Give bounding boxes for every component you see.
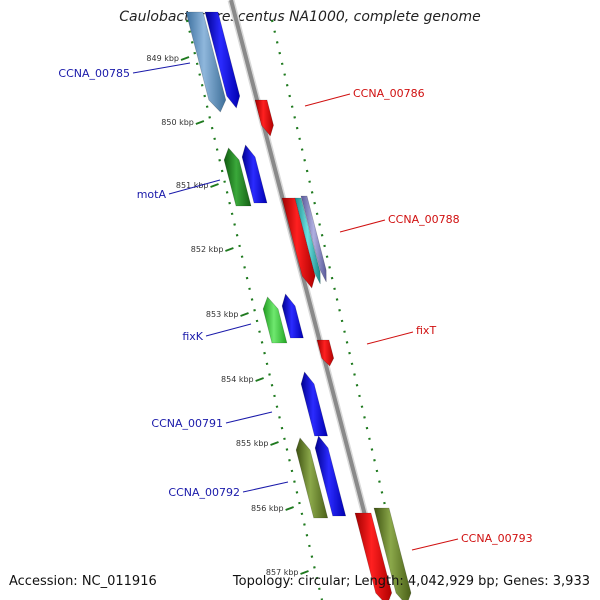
gene-label[interactable]: CCNA_00788: [388, 213, 460, 226]
gene-label[interactable]: CCNA_00786: [353, 87, 425, 100]
gene-label-leader: [339, 219, 386, 233]
scale-tick-label: 850 kbp: [161, 118, 194, 127]
gene-label[interactable]: CCNA_00793: [461, 532, 533, 545]
gene-arrow-ccna-00785-cog: [185, 11, 227, 113]
scale-tick: [225, 247, 234, 252]
gene-fixk[interactable]: [262, 293, 304, 344]
gene-arrow-mota-cog: [223, 147, 252, 207]
genome-summary-text: Topology: circular; Length: 4,042,929 bp…: [232, 574, 590, 589]
gene-arrow-fixk-cog: [262, 296, 288, 344]
gene-arrow-ccna-00793: [354, 512, 393, 600]
gene-arrow-ccna-00788-cog-b: [300, 195, 327, 283]
gene-arrow-ccna-00792-cog: [295, 437, 329, 519]
scale-tick-label: 857 kbp: [266, 568, 299, 577]
scale-tick: [210, 183, 219, 188]
gene-ccna-00785[interactable]: [185, 11, 241, 113]
gene-arrow-mota: [241, 144, 268, 204]
gene-ccna-00793[interactable]: [354, 507, 412, 600]
accession-text: Accession: NC_011916: [9, 574, 157, 589]
gene-ccna-00786[interactable]: [254, 99, 274, 137]
gene-label-leader: [304, 93, 351, 107]
gene-ccna-00788[interactable]: [281, 195, 327, 289]
scale-tick: [285, 506, 294, 511]
gene-ccna-00791[interactable]: [300, 371, 328, 437]
scale-tick: [180, 56, 190, 61]
gene-label[interactable]: fixK: [182, 330, 203, 343]
gene-fixt[interactable]: [316, 339, 335, 367]
gene-label[interactable]: CCNA_00792: [168, 486, 240, 499]
scale-tick-label: 853 kbp: [206, 310, 239, 319]
gene-label[interactable]: CCNA_00791: [151, 417, 223, 430]
gene-label[interactable]: motA: [137, 188, 167, 201]
gene-mota[interactable]: [223, 144, 268, 207]
gene-arrow-fixk: [281, 293, 304, 339]
gene-label-leader: [205, 323, 252, 337]
gene-label-leader: [411, 538, 459, 551]
gene-arrow-ccna-00788-cog-a: [294, 197, 321, 285]
gene-arrow-ccna-00786: [254, 99, 274, 137]
gene-label-leader: [242, 481, 289, 493]
gene-ccna-00792[interactable]: [295, 435, 347, 519]
scale-tick-label: 852 kbp: [191, 245, 224, 254]
gene-label-leader: [366, 331, 414, 345]
gene-label[interactable]: CCNA_00785: [58, 67, 130, 80]
scale-tick: [240, 312, 249, 317]
scale-tick-label: 849 kbp: [146, 54, 179, 63]
scale-tick: [195, 120, 205, 125]
gene-arrow-ccna-00791: [300, 371, 328, 437]
right-track-guide: [270, 19, 409, 600]
gene-arrow-ccna-00793-cog: [373, 507, 412, 600]
gene-label-leader: [225, 411, 273, 424]
scale-tick: [300, 570, 309, 575]
scale-tick-label: 851 kbp: [176, 181, 209, 190]
gene-arrow-ccna-00785: [204, 11, 241, 109]
gene-arrow-ccna-00792: [314, 435, 347, 517]
gene-label-leader: [132, 62, 191, 74]
left-track-guide: [185, 19, 324, 600]
scale-tick-label: 855 kbp: [236, 439, 269, 448]
gene-label-leader: [168, 179, 221, 195]
gene-arrow-ccna-00788: [281, 197, 316, 289]
scale-tick: [270, 441, 279, 446]
gene-label[interactable]: fixT: [416, 324, 436, 337]
gene-arrow-fixt: [316, 339, 335, 367]
scale-tick-label: 854 kbp: [221, 375, 254, 384]
scale-tick: [255, 377, 264, 382]
scale-tick-label: 856 kbp: [251, 504, 284, 513]
